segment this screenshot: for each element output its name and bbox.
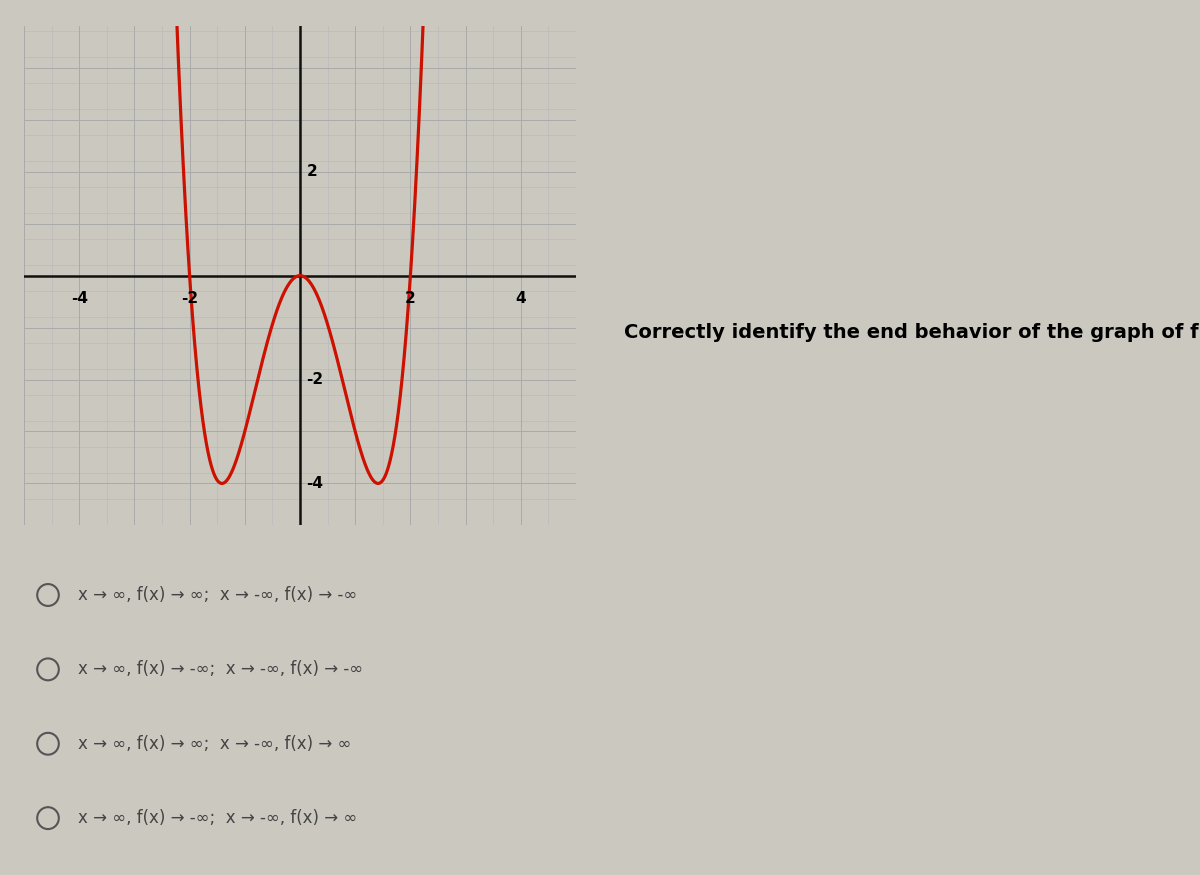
Text: x → ∞, f(x) → ∞;  x → -∞, f(x) → ∞: x → ∞, f(x) → ∞; x → -∞, f(x) → ∞ bbox=[78, 735, 352, 752]
Text: 2: 2 bbox=[307, 164, 317, 179]
Text: x → ∞, f(x) → -∞;  x → -∞, f(x) → ∞: x → ∞, f(x) → -∞; x → -∞, f(x) → ∞ bbox=[78, 809, 358, 827]
Text: Correctly identify the end behavior of the graph of f(x).: Correctly identify the end behavior of t… bbox=[624, 323, 1200, 342]
Text: -2: -2 bbox=[307, 372, 324, 387]
Text: x → ∞, f(x) → -∞;  x → -∞, f(x) → -∞: x → ∞, f(x) → -∞; x → -∞, f(x) → -∞ bbox=[78, 661, 364, 678]
Text: 4: 4 bbox=[516, 291, 526, 306]
Text: -2: -2 bbox=[181, 291, 198, 306]
Text: -4: -4 bbox=[71, 291, 88, 306]
Text: x → ∞, f(x) → ∞;  x → -∞, f(x) → -∞: x → ∞, f(x) → ∞; x → -∞, f(x) → -∞ bbox=[78, 586, 358, 604]
Text: 2: 2 bbox=[406, 291, 415, 306]
Text: -4: -4 bbox=[307, 476, 324, 491]
